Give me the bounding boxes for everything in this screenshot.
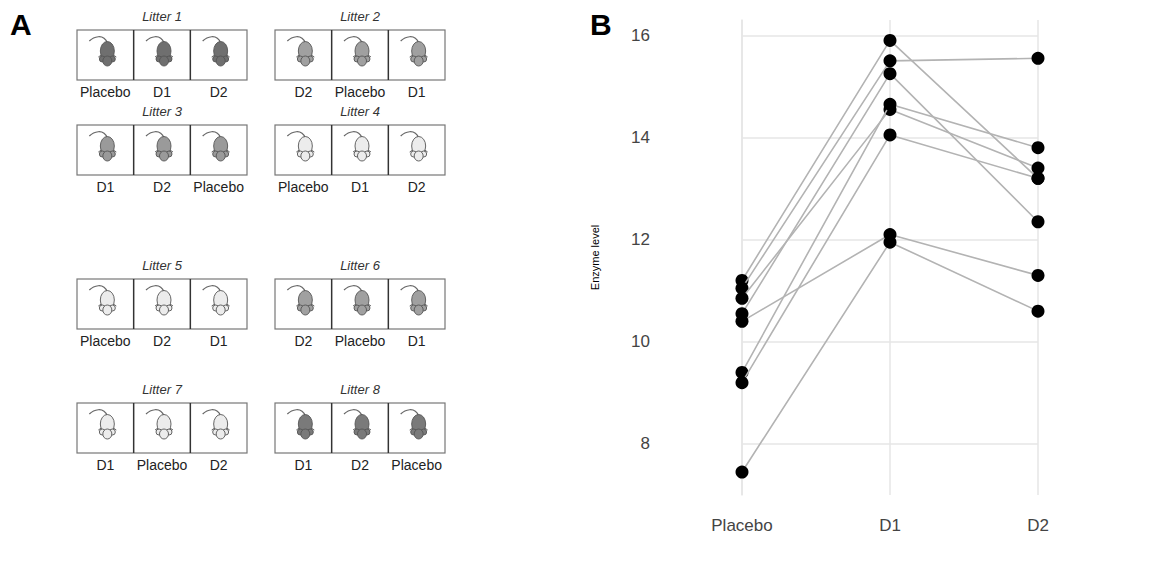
svg-text:Litter 4: Litter 4 bbox=[340, 104, 380, 119]
svg-text:Litter 5: Litter 5 bbox=[142, 258, 183, 273]
svg-text:D2: D2 bbox=[408, 179, 426, 195]
svg-text:D1: D1 bbox=[408, 333, 426, 349]
svg-text:Litter 3: Litter 3 bbox=[142, 104, 183, 119]
svg-text:Placebo: Placebo bbox=[137, 457, 188, 473]
svg-text:D1: D1 bbox=[879, 516, 901, 535]
svg-text:D1: D1 bbox=[96, 457, 114, 473]
svg-text:Litter 7: Litter 7 bbox=[142, 382, 183, 397]
svg-text:D1: D1 bbox=[96, 179, 114, 195]
svg-text:Placebo: Placebo bbox=[711, 516, 772, 535]
svg-text:D1: D1 bbox=[153, 84, 171, 100]
svg-text:14: 14 bbox=[631, 128, 650, 147]
svg-text:D2: D2 bbox=[153, 333, 171, 349]
svg-text:Placebo: Placebo bbox=[80, 333, 131, 349]
svg-text:D2: D2 bbox=[210, 84, 228, 100]
svg-text:Placebo: Placebo bbox=[335, 84, 386, 100]
svg-text:D2: D2 bbox=[294, 333, 312, 349]
html-text:B: B bbox=[590, 8, 612, 41]
svg-text:Enzyme level: Enzyme level bbox=[589, 225, 601, 290]
svg-text:D1: D1 bbox=[408, 84, 426, 100]
svg-text:D2: D2 bbox=[210, 457, 228, 473]
svg-text:D1: D1 bbox=[210, 333, 228, 349]
svg-text:16: 16 bbox=[631, 26, 650, 45]
svg-text:Litter 2: Litter 2 bbox=[340, 9, 381, 24]
svg-text:Placebo: Placebo bbox=[193, 179, 244, 195]
svg-text:D2: D2 bbox=[1027, 516, 1049, 535]
html-text:A: A bbox=[10, 8, 32, 41]
svg-text:Placebo: Placebo bbox=[335, 333, 386, 349]
svg-text:D2: D2 bbox=[294, 84, 312, 100]
svg-text:12: 12 bbox=[631, 230, 650, 249]
svg-text:D2: D2 bbox=[351, 457, 369, 473]
svg-text:10: 10 bbox=[631, 332, 650, 351]
svg-text:D1: D1 bbox=[294, 457, 312, 473]
svg-text:D1: D1 bbox=[351, 179, 369, 195]
svg-text:D2: D2 bbox=[153, 179, 171, 195]
svg-text:8: 8 bbox=[641, 434, 650, 453]
svg-text:Litter 8: Litter 8 bbox=[340, 382, 381, 397]
svg-text:Placebo: Placebo bbox=[278, 179, 329, 195]
svg-text:Litter 6: Litter 6 bbox=[340, 258, 381, 273]
svg-text:Placebo: Placebo bbox=[391, 457, 442, 473]
svg-text:Placebo: Placebo bbox=[80, 84, 131, 100]
svg-text:Litter 1: Litter 1 bbox=[142, 9, 182, 24]
